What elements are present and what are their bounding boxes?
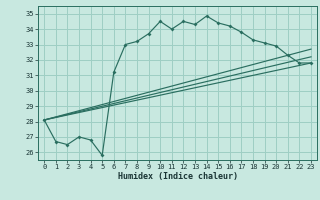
X-axis label: Humidex (Indice chaleur): Humidex (Indice chaleur) [118,172,238,181]
